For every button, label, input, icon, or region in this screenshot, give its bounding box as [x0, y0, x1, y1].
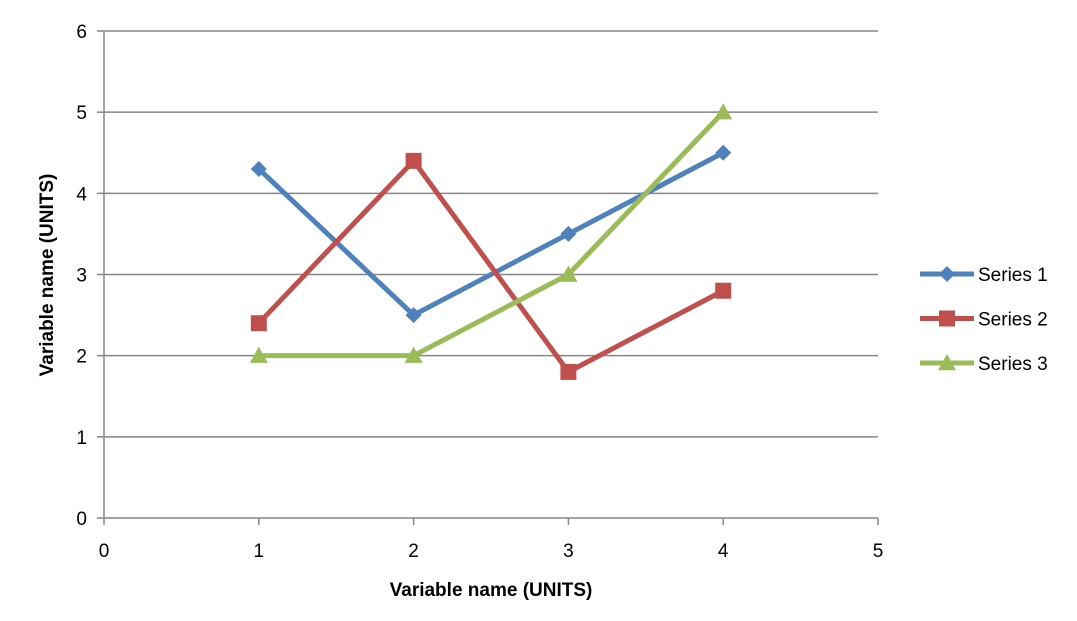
x-tick-label: 4 [718, 541, 729, 562]
gridlines [104, 30, 878, 438]
y-tick-label: 5 [76, 103, 87, 124]
legend-item: Series 3 [920, 354, 1048, 375]
plot-series [249, 103, 733, 380]
y-tick-label: 3 [76, 266, 87, 287]
data-point-square [250, 315, 267, 332]
series-3 [249, 103, 733, 363]
data-point-diamond [250, 160, 267, 177]
tick-labels: 0 1 2 3 4 5 6 0 1 2 3 4 5 [76, 22, 883, 562]
x-tick-label: 5 [873, 541, 884, 562]
y-tick-label: 6 [76, 22, 87, 43]
legend-marker [938, 354, 956, 371]
data-point-square [405, 152, 422, 169]
data-point-diamond [560, 225, 577, 242]
series-line [258, 110, 726, 359]
series-2 [250, 152, 732, 380]
legend: Series 1 Series 2 Series 3 [920, 265, 1048, 375]
x-tick-label: 0 [99, 541, 110, 562]
y-axis-title: Variable name (UNITS) [37, 174, 58, 377]
data-point-diamond [405, 307, 422, 324]
legend-item: Series 2 [920, 310, 1048, 331]
y-tick-label: 0 [76, 509, 87, 530]
y-tick-label: 2 [76, 347, 87, 368]
y-tick-label: 4 [76, 184, 87, 205]
data-point-square [715, 282, 732, 299]
data-point-triangle [404, 346, 423, 363]
y-tick-label: 1 [76, 428, 87, 449]
data-point-triangle [714, 103, 733, 120]
series-line [256, 158, 725, 375]
x-tick-label: 1 [254, 541, 265, 562]
series-1 [250, 144, 732, 324]
legend-marker [939, 266, 955, 282]
x-axis-title: Variable name (UNITS) [390, 580, 593, 601]
data-point-square [560, 363, 577, 380]
x-tick-label: 2 [408, 541, 419, 562]
data-point-diamond [715, 144, 732, 161]
legend-item: Series 1 [920, 265, 1048, 286]
data-point-triangle [249, 346, 268, 363]
series-line [257, 150, 725, 318]
legend-label: Series 3 [978, 354, 1048, 375]
legend-marker [939, 310, 955, 327]
legend-label: Series 1 [978, 265, 1048, 286]
x-tick-label: 3 [563, 541, 574, 562]
legend-label: Series 2 [978, 310, 1048, 331]
data-point-triangle [559, 265, 578, 282]
axes [97, 30, 879, 525]
